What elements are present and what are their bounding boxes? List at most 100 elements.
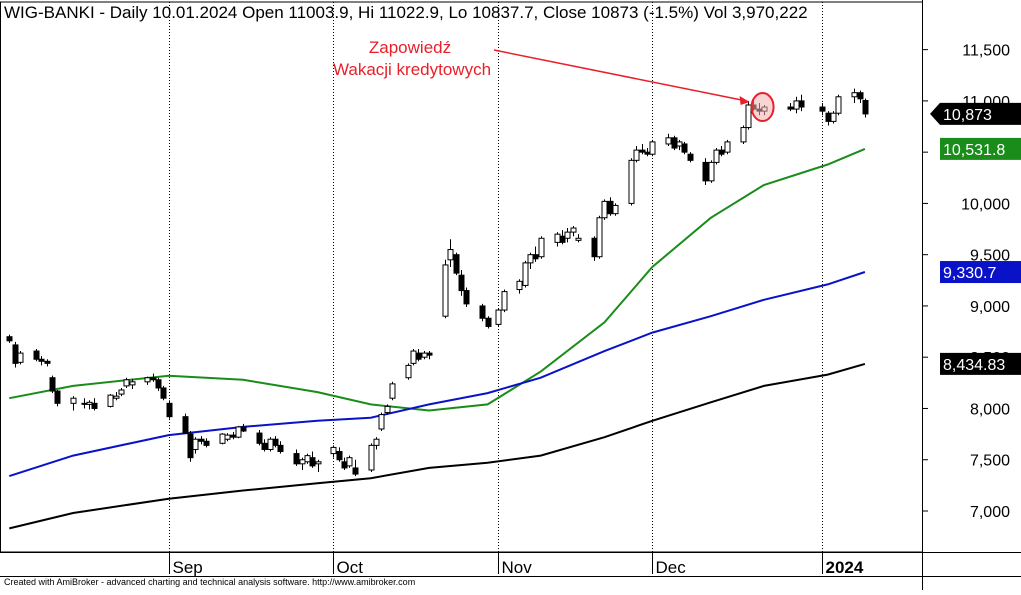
candle bbox=[835, 94, 842, 116]
annotation-line-2: Wakacji kredytowych bbox=[333, 60, 491, 79]
candle bbox=[277, 441, 284, 454]
moving-average-line-3 bbox=[9, 362, 866, 530]
candle bbox=[240, 423, 247, 433]
candle-body bbox=[851, 92, 858, 98]
candle bbox=[591, 236, 598, 261]
candle bbox=[81, 398, 88, 409]
candle-body bbox=[447, 249, 454, 261]
candle-body bbox=[415, 352, 422, 360]
candle bbox=[12, 341, 19, 368]
candle-body bbox=[389, 383, 396, 399]
candle-body bbox=[70, 397, 77, 404]
candle bbox=[713, 148, 720, 165]
price-tag: 8,434.83 bbox=[940, 352, 1021, 375]
candle-body bbox=[129, 381, 136, 386]
candle-body bbox=[17, 352, 24, 363]
candle bbox=[44, 359, 51, 367]
candle-body bbox=[198, 438, 205, 442]
candle bbox=[825, 111, 832, 126]
candle-body bbox=[118, 389, 125, 395]
footer-credit: Created with AmiBroker - advanced charti… bbox=[4, 577, 416, 587]
candle bbox=[639, 143, 646, 155]
candle bbox=[256, 429, 263, 446]
candle-body bbox=[240, 426, 247, 432]
candle-body bbox=[33, 350, 40, 360]
candle bbox=[724, 139, 731, 155]
candle-body bbox=[123, 379, 130, 387]
candle-body bbox=[671, 137, 678, 149]
candle bbox=[671, 135, 678, 151]
candle bbox=[17, 351, 24, 365]
price-tag-label: 10,873 bbox=[943, 107, 992, 124]
candle-body bbox=[479, 305, 486, 319]
candle-body bbox=[81, 402, 88, 405]
candle-body bbox=[485, 317, 492, 327]
candle-body bbox=[559, 235, 566, 243]
candle bbox=[203, 438, 210, 448]
candle-body bbox=[368, 444, 375, 471]
candle bbox=[129, 378, 136, 389]
price-tag-background bbox=[930, 102, 1021, 125]
candle bbox=[681, 141, 688, 155]
candle-body bbox=[12, 344, 19, 364]
candle-body bbox=[687, 153, 694, 161]
candle bbox=[570, 225, 577, 237]
candle-body bbox=[596, 217, 603, 258]
x-tick-label: Oct bbox=[337, 558, 364, 577]
candle bbox=[91, 398, 98, 411]
x-tick-label: Dec bbox=[656, 558, 687, 577]
candle-body bbox=[718, 149, 725, 155]
candle-body bbox=[426, 352, 433, 356]
candle-body bbox=[91, 402, 98, 409]
candle-body bbox=[649, 141, 656, 155]
candle bbox=[740, 125, 747, 144]
candle-body bbox=[166, 402, 173, 418]
candle-body bbox=[453, 254, 460, 274]
candle-body bbox=[155, 379, 162, 389]
candle bbox=[160, 385, 167, 401]
candle bbox=[405, 363, 412, 380]
candle bbox=[38, 356, 45, 366]
candle bbox=[538, 236, 545, 259]
grid-layer bbox=[169, 2, 823, 552]
candle-body bbox=[665, 137, 672, 145]
candle bbox=[442, 259, 449, 319]
candle bbox=[495, 307, 502, 327]
candle-body bbox=[554, 233, 561, 243]
candle bbox=[607, 197, 614, 216]
candle-body bbox=[187, 433, 194, 459]
candle bbox=[687, 152, 694, 163]
candle-body bbox=[522, 262, 529, 286]
annotation-layer: Zapowiedź Wakacji kredytowych bbox=[333, 38, 775, 123]
candle-body bbox=[261, 442, 268, 450]
candle bbox=[150, 373, 157, 382]
y-tick-label: 7,500 bbox=[970, 453, 1010, 470]
candle-body bbox=[203, 440, 210, 446]
candle-body bbox=[463, 290, 470, 305]
candle bbox=[522, 260, 529, 288]
candle bbox=[564, 228, 571, 243]
candle bbox=[458, 270, 465, 296]
candle-body bbox=[336, 451, 343, 461]
x-tick-label: Nov bbox=[502, 558, 533, 577]
y-tick-label: 9,000 bbox=[970, 299, 1010, 316]
candle bbox=[787, 102, 794, 112]
candle bbox=[479, 303, 486, 322]
annotation-line-1: Zapowiedź bbox=[369, 38, 451, 57]
candle-body bbox=[825, 112, 832, 122]
moving-average-line-1 bbox=[9, 147, 866, 412]
candle-body bbox=[564, 231, 571, 239]
y-tick-label: 11,500 bbox=[962, 43, 1010, 60]
candle bbox=[857, 90, 864, 103]
candle bbox=[166, 400, 173, 419]
price-tag: 10,531.8 bbox=[940, 137, 1021, 160]
candle bbox=[665, 133, 672, 147]
moving-averages bbox=[8, 147, 866, 530]
candle-body bbox=[857, 92, 864, 100]
candle-body bbox=[86, 401, 93, 405]
candle bbox=[745, 100, 752, 130]
candle-body bbox=[644, 151, 651, 155]
candle-body bbox=[527, 254, 534, 264]
candle bbox=[192, 437, 199, 454]
